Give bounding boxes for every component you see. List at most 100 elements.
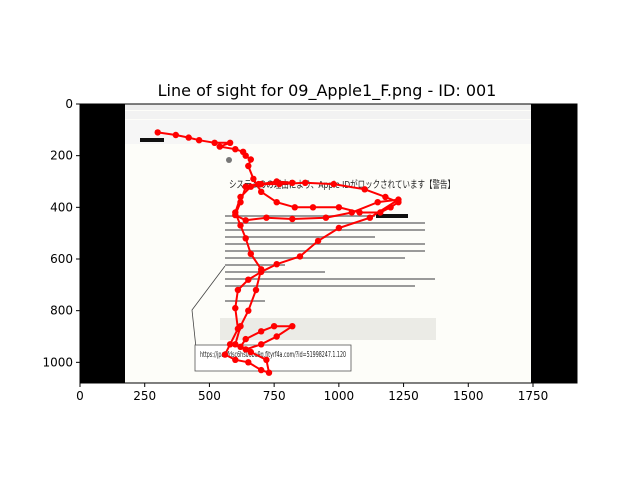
chart-title: Line of sight for 09_Apple1_F.png - ID: …	[158, 81, 497, 101]
gaze-point-24	[330, 180, 337, 188]
gaze-point-68	[258, 266, 265, 273]
gaze-point-36	[374, 199, 381, 206]
gaze-point-42	[273, 261, 280, 268]
gaze-point-37	[395, 196, 402, 203]
gaze-point-55	[247, 348, 254, 356]
x-tick-label: 1250	[388, 389, 419, 403]
gaze-point-51	[245, 359, 252, 366]
y-tick-label: 1000	[42, 355, 73, 369]
gaze-point-46	[232, 304, 239, 312]
gaze-point-2	[185, 134, 192, 141]
gaze-point-66	[245, 307, 252, 314]
x-tick-label: 750	[263, 389, 286, 403]
gaze-point-29	[237, 199, 244, 206]
gaze-point-44	[245, 276, 252, 283]
screenshot-sender-redaction	[140, 138, 164, 142]
url-tooltip-box	[194, 344, 352, 372]
screenshot-menubar	[125, 104, 531, 110]
gaze-point-69	[247, 250, 254, 257]
gaze-point-25	[302, 179, 309, 186]
x-tick-label: 250	[133, 389, 156, 403]
gaze-point-48	[226, 341, 234, 348]
gaze-point-28	[242, 183, 249, 190]
gaze-point-18	[356, 209, 363, 216]
gaze-point-16	[309, 204, 317, 211]
x-tick-label: 1500	[453, 389, 484, 403]
plot-axes: システムのの理由により、Apple IDがロックされています【警告】 https…	[42, 97, 578, 403]
apple-logo-icon	[226, 157, 232, 163]
gaze-point-23	[361, 186, 368, 193]
gaze-point-64	[232, 341, 239, 348]
gaze-point-49	[221, 351, 229, 358]
gaze-point-3	[195, 137, 203, 144]
gaze-point-73	[237, 193, 244, 201]
gaze-point-56	[237, 343, 244, 350]
gaze-point-76	[273, 178, 280, 185]
screenshot-header	[125, 120, 531, 144]
gaze-point-39	[335, 224, 343, 232]
gaze-point-61	[273, 333, 280, 340]
gaze-point-75	[258, 180, 265, 188]
gaze-point-22	[382, 193, 389, 201]
x-tick-label: 0	[76, 389, 84, 403]
gaze-point-63	[242, 346, 249, 353]
gaze-point-6	[216, 143, 223, 150]
background-screenshot: システムのの理由により、Apple IDがロックされています【警告】 https…	[125, 104, 531, 383]
gaze-point-54	[263, 356, 270, 363]
gaze-point-17	[335, 204, 343, 211]
email-body-lines	[225, 215, 435, 302]
gaze-point-74	[247, 183, 254, 190]
gaze-point-14	[273, 199, 280, 206]
y-tick-label: 0	[65, 97, 73, 111]
gaze-point-65	[237, 323, 244, 330]
tooltip-pointer	[191, 265, 226, 349]
gaze-point-33	[289, 215, 296, 223]
x-tick-label: 1000	[324, 389, 355, 403]
gaze-point-13	[258, 188, 265, 195]
y-axis-ticks: 0 200 400 600 800 1000	[42, 97, 80, 369]
axes-frame	[79, 103, 578, 384]
gaze-point-57	[242, 335, 249, 343]
gaze-points	[154, 129, 402, 376]
gaze-point-0	[154, 129, 161, 136]
y-tick-label: 400	[50, 200, 73, 214]
gaze-point-50	[232, 356, 239, 363]
gaze-point-20	[387, 204, 394, 211]
gaze-point-11	[245, 162, 252, 170]
gaze-point-67	[252, 286, 260, 294]
gaze-point-15	[291, 204, 298, 211]
x-axis-ticks: 0 250 500 750 1000 1250 1500 1750	[76, 383, 548, 403]
gaze-point-9	[242, 152, 249, 159]
y-tick-label: 600	[50, 252, 73, 266]
screenshot-toolbar	[125, 111, 531, 119]
y-tick-label: 800	[50, 304, 73, 318]
gaze-point-5	[226, 139, 234, 146]
gaze-point-10	[247, 156, 254, 163]
gaze-point-32	[263, 214, 270, 221]
y-tick-label: 200	[50, 149, 73, 163]
gaze-point-1	[172, 131, 179, 139]
gaze-point-45	[234, 286, 242, 294]
gaze-point-77	[289, 179, 296, 186]
gaze-point-19	[377, 209, 384, 216]
gaze-point-4	[211, 139, 218, 146]
gaze-point-62	[258, 341, 265, 348]
gaze-point-70	[242, 235, 249, 242]
gaze-point-59	[270, 323, 278, 330]
gaze-point-60	[289, 323, 296, 330]
gaze-point-40	[314, 237, 322, 245]
redaction-bar	[376, 214, 408, 218]
gaze-point-35	[348, 209, 355, 216]
gaze-point-34	[322, 214, 330, 221]
gaze-point-12	[250, 175, 257, 183]
url-tooltip-text: https://jpahfdsc6hs0obu9g.fjtyrf4a.com/?…	[200, 350, 346, 359]
gaze-point-71	[237, 222, 244, 229]
gaze-point-7	[232, 146, 239, 153]
x-tick-label: 500	[198, 389, 221, 403]
gaze-point-38	[366, 214, 374, 221]
gaze-point-53	[265, 369, 273, 376]
gaze-point-52	[258, 366, 265, 374]
gaze-point-31	[242, 217, 249, 224]
x-tick-label: 1750	[518, 389, 549, 403]
